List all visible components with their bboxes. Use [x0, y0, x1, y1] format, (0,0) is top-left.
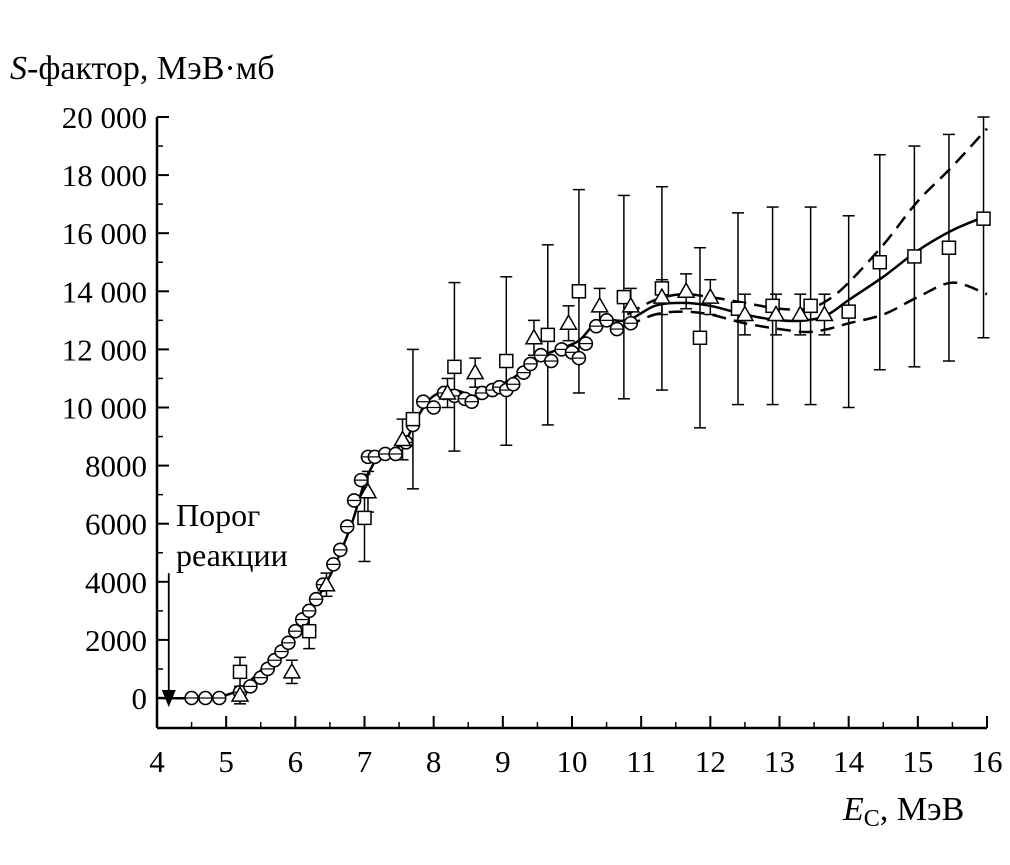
square-point: [872, 255, 888, 270]
y-tick-label: 14 000: [62, 274, 147, 309]
triangle-point: [815, 305, 834, 322]
triangle-point: [766, 305, 786, 322]
x-axis-title-text: , МэВ: [880, 791, 965, 828]
square-point: [540, 327, 556, 343]
triangle-point: [701, 287, 720, 304]
triangle-point: [559, 313, 578, 331]
square-point: [941, 240, 957, 255]
x-tick-label: 6: [288, 744, 304, 779]
triangle-point: [465, 363, 485, 380]
y-tick-label: 12 000: [62, 332, 147, 367]
square-point: [976, 211, 991, 226]
error-bars: [234, 116, 990, 705]
x-tick-label: 9: [495, 744, 511, 779]
triangle-point: [230, 685, 250, 702]
triangle-point: [621, 296, 641, 313]
triangle-point: [652, 287, 672, 304]
x-axis-title-symbol: E: [842, 791, 864, 828]
y-tick-label: 16 000: [62, 216, 147, 251]
x-tick-label: 4: [149, 744, 165, 779]
x-tick-label: 16: [972, 744, 1003, 779]
threshold-arrow-head: [161, 690, 176, 707]
x-tick-label: 14: [833, 744, 865, 779]
square-point: [841, 304, 856, 319]
triangle-point: [358, 482, 378, 499]
y-tick-label: 2000: [85, 623, 147, 658]
fit-curves: [156, 127, 988, 700]
square-point: [571, 284, 587, 299]
x-tick-label: 13: [764, 744, 795, 779]
triangle-point: [317, 575, 336, 592]
y-axis-title-symbol: S: [10, 50, 27, 87]
y-axis-title-text: -фактор, МэВ·мб: [27, 50, 275, 87]
threshold-annotation-line1: Порог: [176, 497, 260, 533]
x-tick-label: 5: [218, 744, 234, 779]
triangle-point: [590, 296, 609, 313]
y-tick-label: 6000: [85, 507, 147, 542]
triangle-point: [282, 662, 302, 679]
square-point: [301, 623, 317, 639]
square-point: [907, 249, 922, 264]
y-tick-label: 4000: [85, 565, 147, 600]
threshold-annotation-line2: реакции: [176, 537, 288, 573]
triangle-point: [438, 383, 457, 400]
square-point: [232, 664, 248, 680]
y-tick-label: 18 000: [62, 158, 147, 193]
fit-upper-bound: [626, 127, 988, 316]
x-tick-label: 8: [426, 744, 442, 779]
square-point: [803, 298, 818, 314]
axes: 4 5 6 7 8 9 10 11 12 13 14 15 16 0 2000 4000 6000 8000 10 …: [62, 100, 1003, 779]
triangle-point: [676, 281, 696, 299]
y-axis-title: S-фактор, МэВ·мб: [10, 50, 275, 87]
y-tick-label: 20 000: [62, 100, 147, 135]
x-tick-label: 7: [357, 744, 373, 779]
data-markers: [184, 211, 991, 706]
triangle-point: [790, 305, 810, 322]
x-tick-label: 11: [626, 744, 656, 779]
triangle-point: [524, 328, 544, 345]
y-tick-label: 8000: [85, 449, 147, 484]
square-point: [499, 353, 514, 369]
square-point: [405, 411, 421, 427]
x-tick-label: 12: [695, 744, 726, 779]
triangle-point: [735, 305, 755, 322]
x-tick-label: 10: [557, 744, 588, 779]
y-tick-label: 0: [132, 681, 148, 716]
triangle-point: [393, 429, 412, 447]
square-point: [692, 330, 708, 346]
x-axis-title-subscript: C: [864, 806, 880, 832]
y-tick-label: 10 000: [62, 391, 147, 426]
square-point: [447, 359, 462, 375]
square-point: [357, 510, 372, 526]
x-tick-label: 15: [902, 744, 933, 779]
fit-lower-bound: [626, 281, 988, 334]
x-axis-title: EC, МэВ: [842, 791, 964, 832]
